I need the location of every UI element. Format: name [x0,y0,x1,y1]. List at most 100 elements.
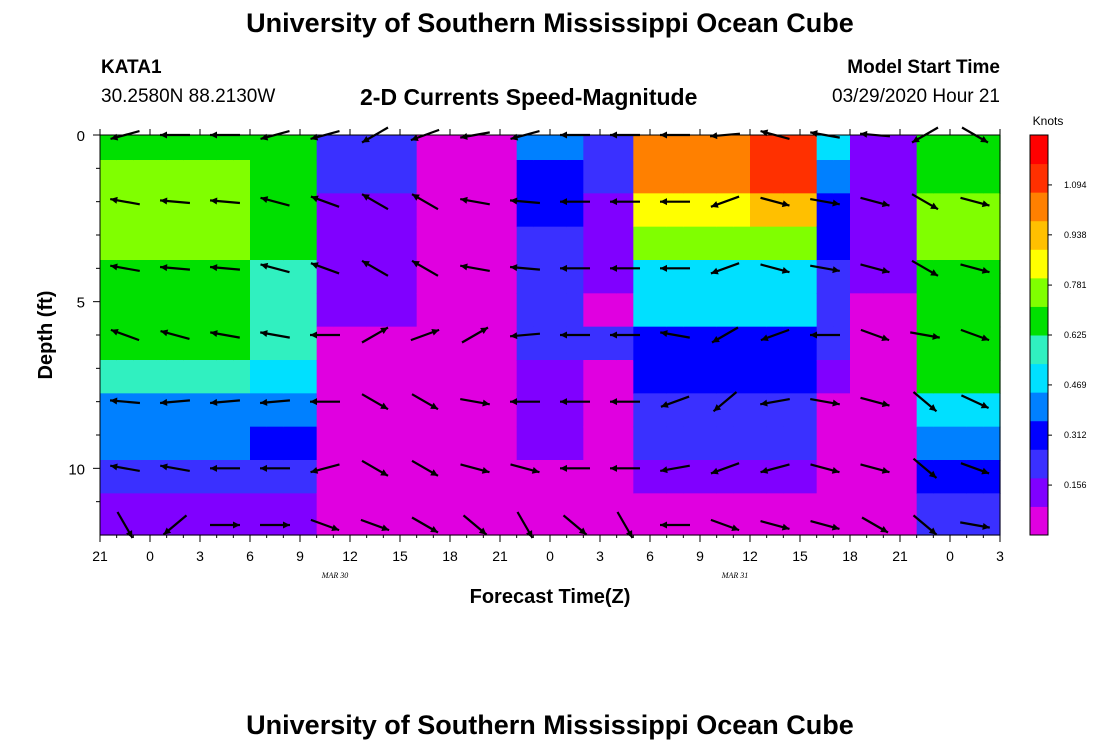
heatmap-cell [450,393,468,428]
heatmap-cell [800,193,818,228]
heatmap-cell [616,160,634,194]
heatmap-cell [100,326,118,361]
heatmap-cell [716,426,734,461]
heatmap-cell [216,135,234,161]
heatmap-cell [133,160,151,194]
heatmap-cell [616,226,634,261]
heatmap-cell [366,460,384,494]
heatmap-cell [333,260,351,294]
heatmap-cell [466,260,484,294]
heatmap-cell [850,493,868,536]
heatmap-cell [333,135,351,161]
heatmap-cell [566,360,584,394]
vector-head [310,262,319,269]
heatmap-cell [950,360,968,394]
heatmap-cell [533,226,551,261]
colorbar-tick-label: 0.312 [1064,430,1087,440]
heatmap-cell [383,135,401,161]
heatmap-cell [633,193,651,228]
heatmap-cell [583,160,601,194]
heatmap-cell [316,293,334,328]
heatmap-cell [800,135,818,161]
heatmap-cell [683,460,701,494]
vector-head [210,464,217,472]
heatmap-cell [150,193,168,228]
heatmap-cell [716,293,734,328]
heatmap-cell [166,293,184,328]
heatmap-cell [683,135,701,161]
heatmap-cell [833,193,851,228]
heatmap-cell [966,493,984,536]
heatmap-cell [683,360,701,394]
heatmap-cell [800,393,818,428]
heatmap-cell [783,360,801,394]
vector-head [160,264,168,272]
heatmap-cell [833,326,851,361]
heatmap-cell [833,460,851,494]
heatmap-cell [400,193,418,228]
heatmap-cell [983,326,1001,361]
colorbar-segment [1030,449,1048,479]
heatmap-cell [533,160,551,194]
heatmap-cell [116,293,134,328]
heatmap-cell [666,493,684,536]
vector-head [233,521,240,529]
heatmap-cell [700,135,718,161]
heatmap-cell [100,160,118,194]
heatmap-cell [783,426,801,461]
heatmap-cell [450,326,468,361]
heatmap-cell [483,493,501,536]
vector-head [930,269,938,276]
heatmap-cell [550,460,568,494]
vector-head [362,135,370,143]
current-vector [660,521,690,529]
heatmap-cell [666,426,684,461]
heatmap-cell [100,360,118,394]
heatmap-cell [216,326,234,361]
heatmap-cell [233,260,251,294]
heatmap-cell [233,160,251,194]
vector-head [781,200,790,208]
current-vector [810,397,840,407]
heatmap-cell [200,193,218,228]
heatmap-cell [483,160,501,194]
heatmap-cell [683,260,701,294]
current-vector [560,331,590,339]
heatmap-cell [550,135,568,161]
vector-head [610,398,617,406]
vector-head [760,399,768,407]
vector-head [478,527,487,535]
vector-head [932,332,940,340]
x-tick-label: 9 [696,548,704,564]
heatmap-cell [750,460,768,494]
heatmap-cell [250,293,268,328]
heatmap-cell [200,135,218,161]
heatmap-cell [300,293,318,328]
heatmap-cell [516,360,534,394]
current-vector [260,521,290,529]
vector-head [832,199,840,207]
heatmap-cell [366,226,384,261]
heatmap-cell [550,193,568,228]
heatmap-cell [533,260,551,294]
heatmap-cell [650,426,668,461]
heatmap-cell [516,160,534,194]
heatmap-cell [183,293,201,328]
current-vector [860,396,890,408]
x-tick-label: 6 [246,548,254,564]
colorbar-tick-label: 1.094 [1064,180,1087,190]
heatmap-cell [233,493,251,536]
heatmap-cell [916,426,934,461]
heatmap-cell [516,326,534,361]
heatmap-cell [566,293,584,328]
heatmap-cell [433,326,451,361]
current-vector [911,259,939,277]
colorbar-tick-label: 0.156 [1064,480,1087,490]
current-vector [660,198,690,206]
heatmap-cell [150,393,168,428]
heatmap-cell [900,260,918,294]
heatmap-cell [966,226,984,261]
heatmap-cell [633,226,651,261]
heatmap-cell [683,493,701,536]
